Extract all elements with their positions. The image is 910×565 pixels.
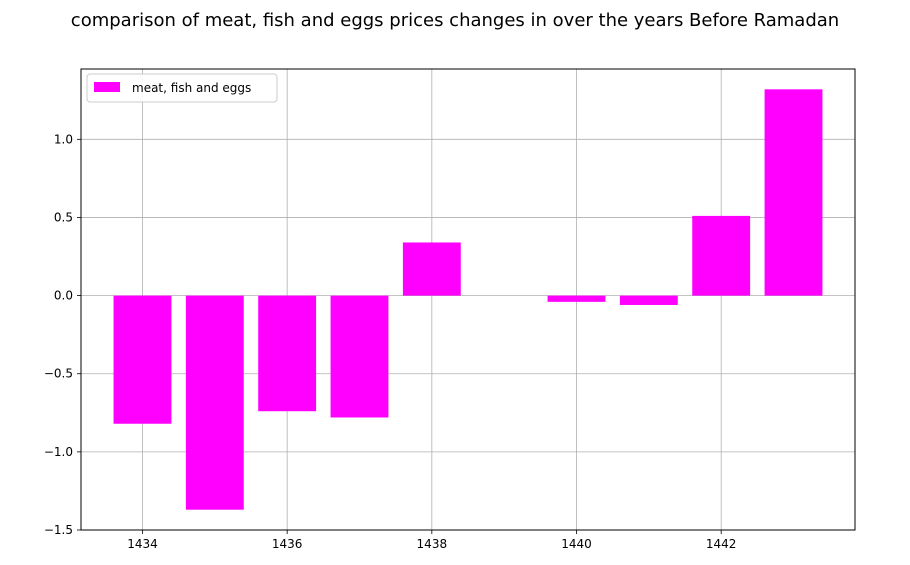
y-axis: −1.5 −1.0 −0.5 0.0 0.5 1.0 xyxy=(44,132,81,537)
legend-box xyxy=(86,73,278,103)
bar xyxy=(764,89,823,296)
x-tick-label: 1436 xyxy=(272,537,303,551)
legend: meat, fish and eggs xyxy=(86,73,278,103)
x-tick-label: 1442 xyxy=(706,537,737,551)
bar xyxy=(692,215,751,296)
y-tick-label: −1.0 xyxy=(44,445,73,459)
bar xyxy=(547,295,606,302)
bar xyxy=(258,295,317,412)
bar xyxy=(113,295,172,424)
bar xyxy=(402,242,461,296)
legend-label: meat, fish and eggs xyxy=(132,81,251,95)
bar xyxy=(330,295,389,418)
y-tick-label: 0.5 xyxy=(54,210,73,224)
chart-title: comparison of meat, fish and eggs prices… xyxy=(71,10,839,31)
x-tick-label: 1434 xyxy=(127,537,158,551)
bar xyxy=(619,295,678,305)
y-tick-label: 0.0 xyxy=(54,289,73,303)
bars xyxy=(113,89,823,510)
y-tick-label: −1.5 xyxy=(44,523,73,537)
legend-swatch xyxy=(94,82,120,92)
bar xyxy=(185,295,244,510)
plot-frame xyxy=(80,68,856,531)
x-tick-label: 1438 xyxy=(417,537,448,551)
y-tick-label: −0.5 xyxy=(44,367,73,381)
x-axis: 1434 1436 1438 1440 1442 xyxy=(127,530,736,551)
x-tick-label: 1440 xyxy=(561,537,592,551)
y-tick-label: 1.0 xyxy=(54,132,73,146)
